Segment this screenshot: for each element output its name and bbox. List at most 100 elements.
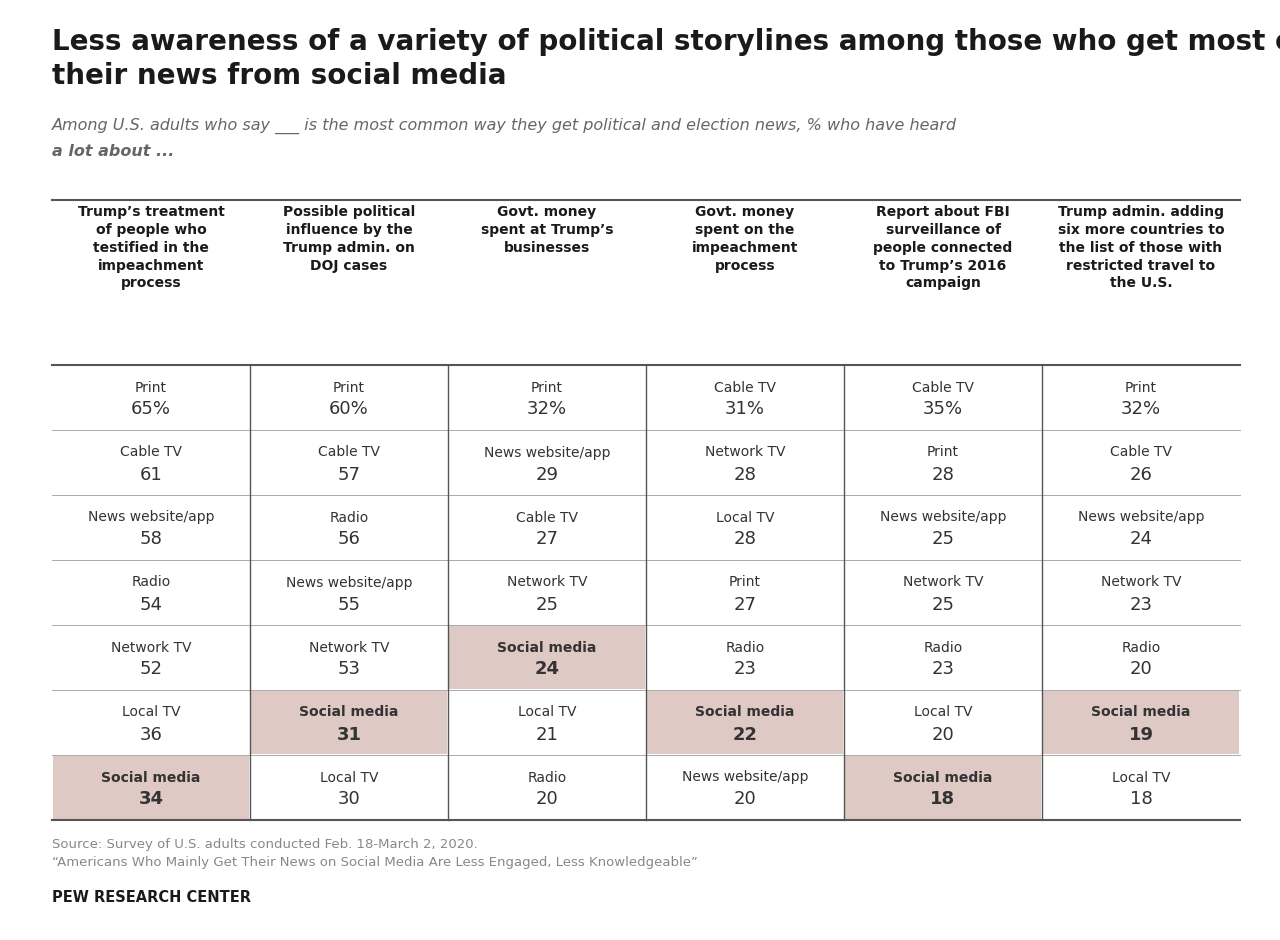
Text: News website/app: News website/app: [484, 446, 611, 460]
Text: News website/app: News website/app: [879, 510, 1006, 525]
Text: Local TV: Local TV: [517, 706, 576, 719]
Text: 24: 24: [1129, 530, 1152, 549]
Text: 31%: 31%: [724, 400, 765, 418]
Text: News website/app: News website/app: [682, 771, 808, 785]
Text: 23: 23: [1129, 596, 1152, 614]
Text: Cable TV: Cable TV: [911, 381, 974, 395]
Text: 20: 20: [932, 726, 955, 744]
Text: Local TV: Local TV: [716, 510, 774, 525]
Text: 28: 28: [733, 465, 756, 483]
Text: Local TV: Local TV: [122, 706, 180, 719]
Text: 20: 20: [1130, 661, 1152, 679]
Text: Network TV: Network TV: [507, 575, 588, 589]
Text: Print: Print: [927, 446, 959, 460]
Text: Print: Print: [531, 381, 563, 395]
Text: 25: 25: [932, 530, 955, 549]
Text: News website/app: News website/app: [88, 510, 214, 525]
Text: News website/app: News website/app: [285, 575, 412, 589]
Text: 20: 20: [733, 791, 756, 808]
Text: Network TV: Network TV: [705, 446, 785, 460]
Text: 60%: 60%: [329, 400, 369, 418]
Text: 34: 34: [138, 791, 164, 808]
Text: Network TV: Network TV: [902, 575, 983, 589]
Text: Radio: Radio: [726, 640, 764, 654]
Text: 18: 18: [1130, 791, 1152, 808]
Text: Network TV: Network TV: [1101, 575, 1181, 589]
Text: Print: Print: [333, 381, 365, 395]
Bar: [646, 691, 844, 754]
Text: Cable TV: Cable TV: [120, 446, 182, 460]
Text: 28: 28: [733, 530, 756, 549]
Text: 21: 21: [535, 726, 558, 744]
Text: a lot about ...: a lot about ...: [52, 144, 174, 159]
Text: Local TV: Local TV: [1112, 771, 1170, 785]
Text: 28: 28: [932, 465, 955, 483]
Text: Local TV: Local TV: [320, 771, 379, 785]
Text: Print: Print: [134, 381, 166, 395]
Text: Govt. money
spent at Trump’s
businesses: Govt. money spent at Trump’s businesses: [481, 205, 613, 255]
Text: 31: 31: [337, 726, 361, 744]
Bar: [845, 756, 1041, 819]
Text: 32%: 32%: [1121, 400, 1161, 418]
Text: Govt. money
spent on the
impeachment
process: Govt. money spent on the impeachment pro…: [691, 205, 799, 273]
Text: 19: 19: [1129, 726, 1153, 744]
Text: Report about FBI
surveillance of
people connected
to Trump’s 2016
campaign: Report about FBI surveillance of people …: [873, 205, 1012, 290]
Text: Social media: Social media: [101, 771, 201, 785]
Text: 58: 58: [140, 530, 163, 549]
Text: Less awareness of a variety of political storylines among those who get most of
: Less awareness of a variety of political…: [52, 28, 1280, 89]
Text: 57: 57: [338, 465, 361, 483]
Text: Social media: Social media: [893, 771, 993, 785]
Text: 56: 56: [338, 530, 361, 549]
Text: 18: 18: [931, 791, 956, 808]
Text: 52: 52: [140, 661, 163, 679]
Text: 26: 26: [1129, 465, 1152, 483]
Text: Radio: Radio: [1121, 640, 1161, 654]
Text: Trump’s treatment
of people who
testified in the
impeachment
process: Trump’s treatment of people who testifie…: [78, 205, 224, 290]
Text: 54: 54: [140, 596, 163, 614]
Text: 65%: 65%: [131, 400, 172, 418]
Text: 53: 53: [338, 661, 361, 679]
Text: 27: 27: [733, 596, 756, 614]
Text: News website/app: News website/app: [1078, 510, 1204, 525]
Text: Social media: Social media: [300, 706, 398, 719]
Text: Radio: Radio: [132, 575, 170, 589]
Bar: [52, 756, 250, 819]
Text: 23: 23: [733, 661, 756, 679]
Text: 22: 22: [732, 726, 758, 744]
Text: 55: 55: [338, 596, 361, 614]
Text: Source: Survey of U.S. adults conducted Feb. 18-March 2, 2020.: Source: Survey of U.S. adults conducted …: [52, 838, 477, 851]
Text: Cable TV: Cable TV: [516, 510, 579, 525]
Text: Cable TV: Cable TV: [1110, 446, 1172, 460]
Text: 25: 25: [932, 596, 955, 614]
Text: Cable TV: Cable TV: [714, 381, 776, 395]
Text: Print: Print: [1125, 381, 1157, 395]
Text: 35%: 35%: [923, 400, 963, 418]
Text: 20: 20: [535, 791, 558, 808]
Text: Social media: Social media: [1092, 706, 1190, 719]
Text: Cable TV: Cable TV: [317, 446, 380, 460]
Text: 24: 24: [535, 661, 559, 679]
Bar: [251, 691, 447, 754]
Text: Social media: Social media: [498, 640, 596, 654]
Text: Trump admin. adding
six more countries to
the list of those with
restricted trav: Trump admin. adding six more countries t…: [1057, 205, 1224, 290]
Text: “Americans Who Mainly Get Their News on Social Media Are Less Engaged, Less Know: “Americans Who Mainly Get Their News on …: [52, 856, 698, 869]
Text: Radio: Radio: [329, 510, 369, 525]
Text: 23: 23: [932, 661, 955, 679]
Text: 27: 27: [535, 530, 558, 549]
Text: 32%: 32%: [527, 400, 567, 418]
Bar: [449, 626, 645, 689]
Bar: [1043, 691, 1239, 754]
Text: 30: 30: [338, 791, 361, 808]
Text: Network TV: Network TV: [308, 640, 389, 654]
Text: Network TV: Network TV: [111, 640, 191, 654]
Text: 36: 36: [140, 726, 163, 744]
Text: Possible political
influence by the
Trump admin. on
DOJ cases: Possible political influence by the Trum…: [283, 205, 415, 273]
Text: Radio: Radio: [527, 771, 567, 785]
Text: Print: Print: [730, 575, 762, 589]
Text: PEW RESEARCH CENTER: PEW RESEARCH CENTER: [52, 890, 251, 905]
Text: Social media: Social media: [695, 706, 795, 719]
Text: 25: 25: [535, 596, 558, 614]
Text: 61: 61: [140, 465, 163, 483]
Text: Radio: Radio: [923, 640, 963, 654]
Text: Among U.S. adults who say ___ is the most common way they get political and elec: Among U.S. adults who say ___ is the mos…: [52, 118, 957, 134]
